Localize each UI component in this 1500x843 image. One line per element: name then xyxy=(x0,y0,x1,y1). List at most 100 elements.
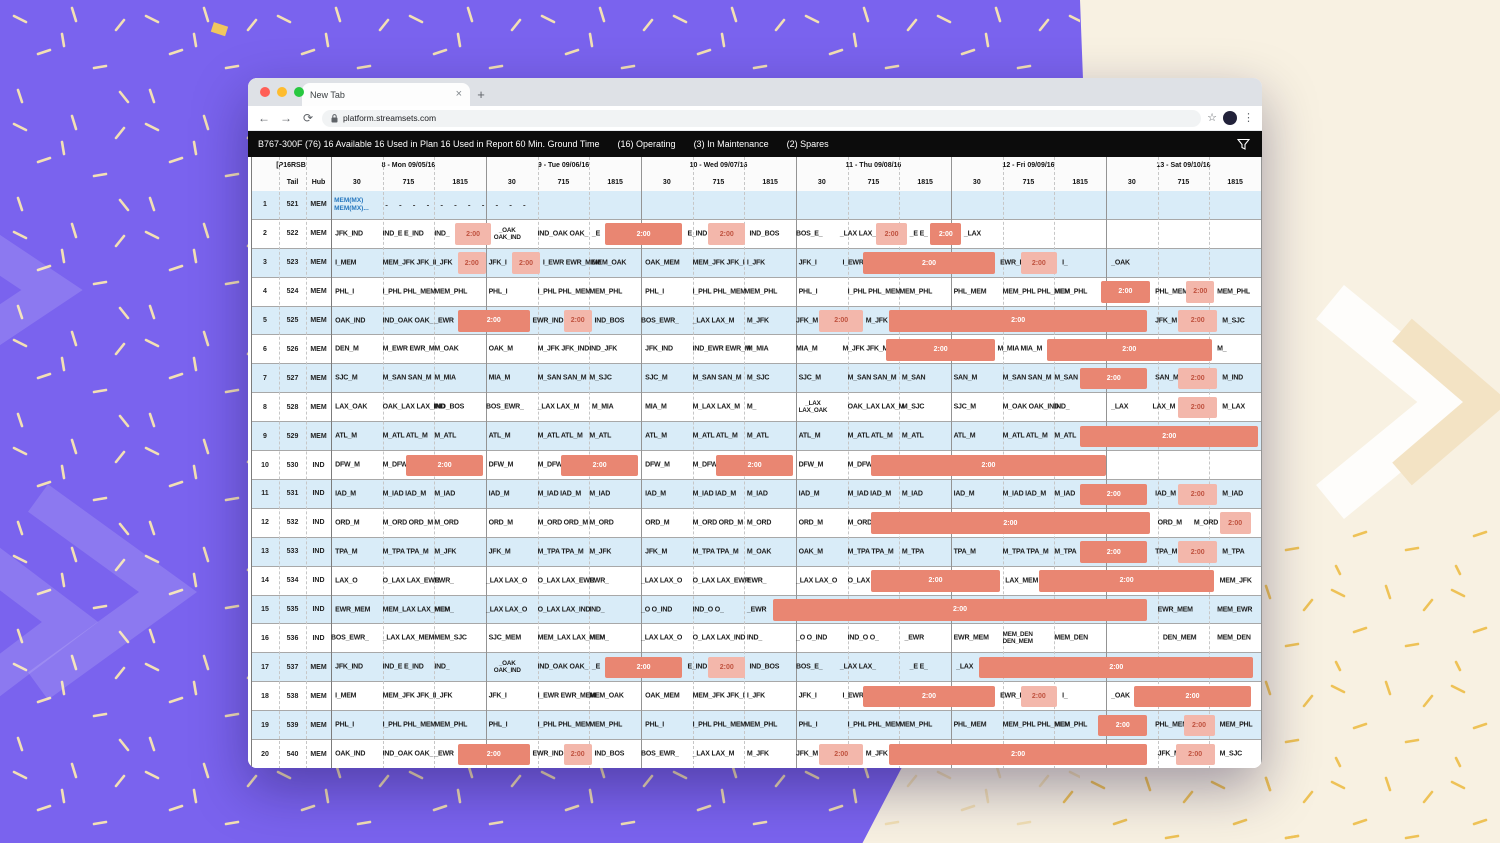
flight-segment[interactable]: M_TPA xyxy=(1222,548,1245,556)
flight-segment[interactable]: I_ xyxy=(1062,692,1068,700)
flight-segment[interactable]: OAK_LAX LAX_M xyxy=(847,403,905,411)
flight-segment[interactable]: ATL_M xyxy=(335,432,357,440)
flight-segment[interactable]: MIA_M xyxy=(796,345,818,353)
flight-segment[interactable]: M_MIA xyxy=(591,403,614,411)
flight-segment[interactable]: EWR_I xyxy=(1000,692,1022,700)
flight-segment[interactable]: M_DFW xyxy=(847,461,873,469)
flight-segment[interactable]: M_TPA xyxy=(901,548,925,556)
flight-segment[interactable]: MEM_JFK JFK_I xyxy=(692,692,745,700)
flight-segment[interactable]: IND_E E_IND xyxy=(382,663,424,671)
flight-segment[interactable]: I_JFK xyxy=(434,259,453,267)
ground-time-block[interactable]: 2:00 xyxy=(870,512,1150,534)
flight-segment[interactable]: MEM_OAK xyxy=(591,259,627,267)
flight-segment[interactable]: M_IAD IAD_M xyxy=(382,490,427,498)
flight-segment[interactable]: I_PHL PHL_MEM xyxy=(537,288,591,296)
flight-segment[interactable]: M_ATL ATL_M xyxy=(382,432,428,440)
ground-time-block[interactable]: 2:00 xyxy=(979,656,1254,679)
flight-segment[interactable]: JFK_M xyxy=(1157,750,1180,758)
flight-segment[interactable]: TPA_M xyxy=(1155,548,1178,556)
flight-segment[interactable]: M_JFK xyxy=(434,548,457,556)
flight-segment[interactable]: JFK_IND xyxy=(645,345,673,353)
flight-segment[interactable]: _LAX LAX_M xyxy=(692,317,735,325)
flight-segment[interactable]: BOS_EWR_ xyxy=(641,750,679,758)
flight-segment[interactable]: TPA_M xyxy=(335,548,358,556)
flight-segment[interactable]: _EWR xyxy=(434,750,454,758)
flight-segment[interactable]: M_JFK JFK_IND xyxy=(537,345,590,353)
flight-segment[interactable]: DFW_M xyxy=(335,461,360,469)
reload-icon[interactable]: ⟳ xyxy=(302,111,314,125)
browser-tab[interactable]: New Tab × xyxy=(302,83,470,106)
flight-segment[interactable]: M_DFW xyxy=(537,461,563,469)
flight-segment[interactable]: M_SAN SAN_M xyxy=(382,374,432,382)
flight-segment[interactable]: BOS_EWR_ xyxy=(641,317,679,325)
flight-segment[interactable]: M_IAD xyxy=(901,490,923,498)
flight-segment[interactable]: PHL_I xyxy=(645,288,664,296)
flight-segment[interactable]: PHL_MEM xyxy=(1155,721,1188,729)
close-tab-icon[interactable]: × xyxy=(455,88,462,100)
flight-segment[interactable]: IND_OAK OAK_ xyxy=(537,230,589,238)
flight-segment[interactable]: EWR_MEM xyxy=(335,606,371,614)
ground-time-block[interactable]: 2:00 xyxy=(889,310,1148,332)
ground-time-block[interactable]: 2:00 xyxy=(457,252,486,274)
flight-segment[interactable]: M_SAN SAN_M xyxy=(692,374,742,382)
flight-segment[interactable]: MEM_PHL xyxy=(899,721,933,729)
day-header[interactable]: 9 - Tue 09/06/16 xyxy=(486,157,641,174)
flight-segment[interactable]: EWR_MEM xyxy=(1157,606,1193,614)
flight-segment[interactable]: I_PHL PHL_MEM xyxy=(847,288,901,296)
flight-segment[interactable]: _LAX LAX_O xyxy=(486,577,528,585)
flight-segment[interactable]: MEM_DEN xyxy=(1217,634,1251,642)
flight-segment[interactable]: M_IAD IAD_M xyxy=(847,490,892,498)
flight-segment[interactable]: M_SJC xyxy=(746,374,770,382)
flight-segment[interactable]: MEM_PHL xyxy=(1217,288,1250,296)
ground-time-block[interactable]: 2:00 xyxy=(604,223,683,245)
flight-segment[interactable]: M_ATL xyxy=(1054,432,1077,440)
ground-time-block[interactable]: 2:00 xyxy=(870,454,1106,477)
flight-segment[interactable]: M_SAN SAN_M xyxy=(1002,374,1052,382)
flight-segment[interactable]: ORD_M xyxy=(1157,519,1182,527)
flight-segment[interactable]: M_SJC xyxy=(1219,750,1243,758)
flight-segment[interactable]: _OAK OAK_IND xyxy=(493,660,521,675)
flight-segment[interactable]: M_ATL xyxy=(746,432,769,440)
flight-segment[interactable]: _LAX xyxy=(963,230,981,238)
flight-segment[interactable]: MEM_ xyxy=(434,606,454,614)
flight-segment[interactable]: M_JFK xyxy=(589,548,612,556)
flight-segment[interactable]: I_PHL PHL_MEM xyxy=(382,721,436,729)
flight-segment[interactable]: IND_BOS xyxy=(434,403,465,411)
ground-time-block[interactable]: 2:00 xyxy=(563,743,592,766)
flight-segment[interactable]: IND_E E_IND xyxy=(382,230,424,238)
flight-segment[interactable]: IND_ xyxy=(589,606,605,614)
flight-segment[interactable]: M_TPA TPA_M xyxy=(382,548,429,556)
ground-time-block[interactable]: 2:00 xyxy=(1100,281,1150,303)
flight-segment[interactable]: LAX_MEM xyxy=(1005,577,1039,585)
flight-segment[interactable]: IND_ xyxy=(1054,403,1070,411)
flight-segment[interactable]: _E xyxy=(591,230,601,238)
ground-time-block[interactable]: 2:00 xyxy=(1186,281,1215,303)
flight-segment[interactable]: IAD_M xyxy=(953,490,975,498)
flight-segment[interactable]: I_PHL PHL_MEM xyxy=(382,288,436,296)
flight-segment[interactable]: M_OAK OAK_IND xyxy=(1002,403,1059,411)
flight-segment[interactable]: M_ xyxy=(1217,345,1227,353)
flight-segment[interactable]: ORD_M xyxy=(335,519,360,527)
flight-segment[interactable]: M_DFW xyxy=(382,461,408,469)
flight-segment[interactable]: LAX_OAK xyxy=(335,403,368,411)
flight-segment[interactable]: ATL_M xyxy=(798,432,821,440)
flight-segment[interactable]: IND_O O_ xyxy=(692,606,724,614)
ground-time-block[interactable]: 2:00 xyxy=(708,223,746,245)
flight-segment[interactable]: EWR_I xyxy=(1000,259,1022,267)
flight-segment[interactable]: SJC_M xyxy=(645,374,668,382)
flight-segment[interactable]: IND_OAK OAK_ xyxy=(382,317,434,325)
flight-segment[interactable]: _LAX xyxy=(1111,403,1129,411)
flight-segment[interactable]: OAK_IND xyxy=(335,750,366,758)
flight-segment[interactable]: I_JFK xyxy=(746,692,765,700)
flight-segment[interactable]: PHL_I xyxy=(488,288,508,296)
flight-segment[interactable]: EWR_MEM xyxy=(953,634,989,642)
flight-segment[interactable]: M_ORD xyxy=(1193,519,1219,527)
flight-segment[interactable]: MEM_DEN DEN_MEM xyxy=(1002,631,1033,646)
flight-segment[interactable]: IAD_M xyxy=(798,490,820,498)
ground-time-block[interactable]: 2:00 xyxy=(1020,252,1057,274)
ground-time-block[interactable]: 2:00 xyxy=(1080,483,1148,505)
ground-time-block[interactable]: 2:00 xyxy=(604,656,683,679)
flight-segment[interactable]: DEN_MEM xyxy=(1162,634,1197,642)
flight-segment[interactable]: MEM_DEN xyxy=(1054,634,1088,642)
flight-segment[interactable]: MEM_SJC xyxy=(434,634,467,642)
